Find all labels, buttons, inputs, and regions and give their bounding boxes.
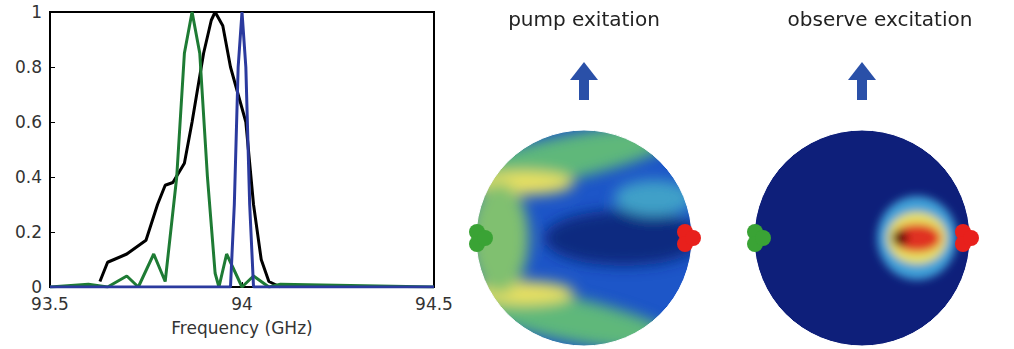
svg-text:1: 1 [31,2,42,22]
svg-text:0: 0 [31,277,42,297]
svg-text:Frequency (GHz): Frequency (GHz) [171,318,312,338]
svg-text:pump exitation: pump exitation [508,7,660,31]
svg-text:94: 94 [231,294,253,314]
svg-text:observe excitation: observe excitation [788,7,973,31]
svg-text:0.6: 0.6 [15,112,42,132]
svg-text:94.5: 94.5 [415,294,453,314]
svg-text:0.2: 0.2 [15,222,42,242]
svg-text:0.4: 0.4 [15,167,42,187]
svg-text:93.5: 93.5 [31,294,69,314]
svg-text:0.8: 0.8 [15,57,42,77]
